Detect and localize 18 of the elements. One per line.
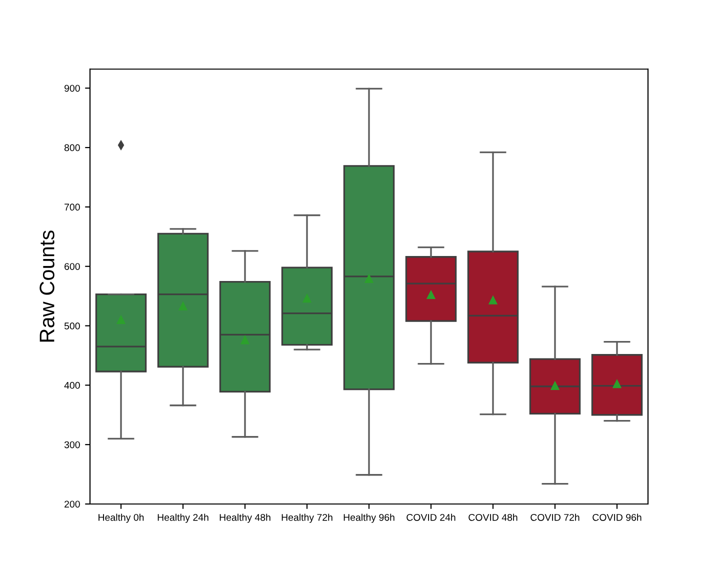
x-tick-label: COVID 48h [468,514,518,521]
y-axis-title: Raw Counts [40,230,54,342]
x-tick-label: Healthy 96h [344,514,394,523]
y-tick-label: 200 [64,500,80,508]
y-tick-label: 400 [64,382,80,389]
y-tick-label: 800 [64,144,80,152]
x-tick-label: Healthy 48h [220,514,270,523]
x-tick-label: COVID 24h [406,514,456,521]
x-tick-label: Healthy 0h [98,514,144,523]
x-tick-label: Healthy 24h [158,514,208,523]
y-tick-label: 600 [64,263,80,270]
y-tick-label: 300 [64,441,80,448]
x-tick-label: Healthy 72h [282,514,332,523]
y-tick-label: 500 [64,322,80,330]
y-tick-label: 700 [64,204,80,211]
y-tick-label: 900 [64,84,80,92]
x-tick-label: COVID 72h [530,514,580,521]
x-tick-label: COVID 96h [592,514,642,521]
